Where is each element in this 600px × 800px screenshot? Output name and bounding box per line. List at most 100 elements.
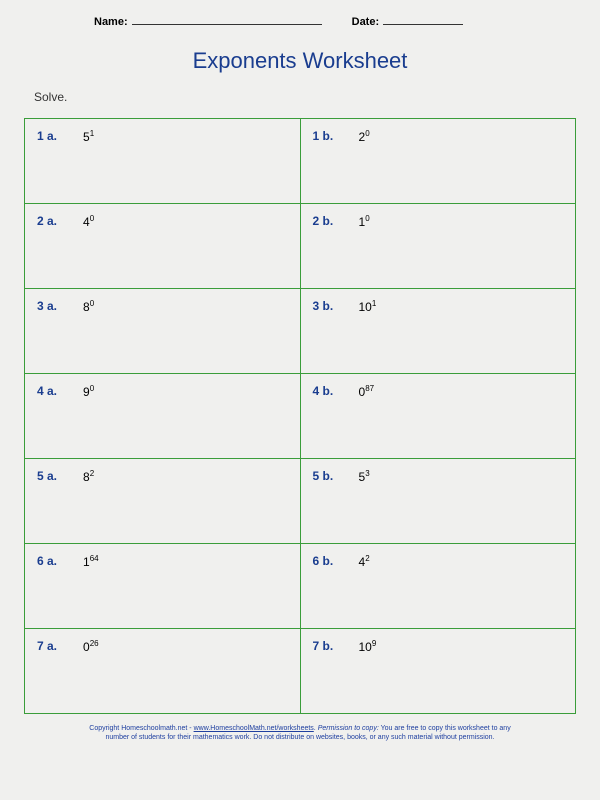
problem-label: 6 b. [313,554,359,568]
cell-content: 7 a.026 [37,639,288,654]
expression-exponent: 0 [90,214,94,223]
problem-expression: 40 [83,214,94,229]
date-line[interactable] [383,24,463,25]
cell-content: 3 b.101 [313,299,564,314]
expression-base: 4 [83,215,90,229]
problem-label: 7 a. [37,639,83,653]
table-row: 1 a.51 1 b.20 [25,119,576,204]
worksheet-title: Exponents Worksheet [24,48,576,74]
problem-label: 1 a. [37,129,83,143]
cell-content: 6 a.164 [37,554,288,569]
table-cell: 1 b.20 [300,119,576,204]
cell-content: 3 a.80 [37,299,288,314]
problem-label: 5 b. [313,469,359,483]
footer-permission-label: Permission to copy: [318,725,379,732]
expression-exponent: 87 [365,384,374,393]
problem-label: 5 a. [37,469,83,483]
expression-exponent: 0 [365,214,369,223]
problem-expression: 101 [359,299,377,314]
table-row: 2 a.402 b.10 [25,204,576,289]
expression-exponent: 2 [90,469,94,478]
problem-expression: 82 [83,469,94,484]
table-cell: 4 a.90 [25,374,301,459]
table-row: 6 a.164 6 b.42 [25,544,576,629]
cell-content: 1 a.51 [37,129,288,144]
table-cell: 6 a.164 [25,544,301,629]
cell-content: 2 b.10 [313,214,564,229]
footer-line2: number of students for their mathematics… [105,734,494,741]
table-cell: 2 a.40 [25,204,301,289]
date-field: Date: [352,16,464,28]
name-line[interactable] [132,24,322,25]
problem-expression: 80 [83,299,94,314]
problem-expression: 42 [359,554,370,569]
cell-content: 5 a.82 [37,469,288,484]
cell-content: 6 b.42 [313,554,564,569]
expression-exponent: 2 [365,554,369,563]
problem-label: 3 b. [313,299,359,313]
name-label: Name: [94,16,128,28]
name-field: Name: [94,16,322,28]
problem-label: 1 b. [313,129,359,143]
table-cell: 1 a.51 [25,119,301,204]
expression-exponent: 0 [90,384,94,393]
problem-label: 4 a. [37,384,83,398]
problem-expression: 109 [359,639,377,654]
expression-base: 1 [83,555,90,569]
worksheet-table: 1 a.511 b.202 a.402 b.103 a.803 b.1014 a… [24,118,576,714]
expression-base: 10 [359,640,372,654]
problem-expression: 20 [359,129,370,144]
cell-content: 2 a.40 [37,214,288,229]
problem-label: 6 a. [37,554,83,568]
expression-base: 9 [83,385,90,399]
table-cell: 3 a.80 [25,289,301,374]
instruction-text: Solve. [24,90,576,104]
copyright-footer: Copyright Homeschoolmath.net - www.Homes… [24,724,576,742]
cell-content: 1 b.20 [313,129,564,144]
problem-label: 2 a. [37,214,83,228]
problem-expression: 90 [83,384,94,399]
expression-base: 10 [359,300,372,314]
expression-exponent: 9 [372,639,376,648]
problem-label: 3 a. [37,299,83,313]
expression-base: 8 [83,470,90,484]
expression-exponent: 3 [365,469,369,478]
table-cell: 5 a.82 [25,459,301,544]
problem-expression: 53 [359,469,370,484]
footer-copyright: Copyright Homeschoolmath.net - [89,725,193,732]
footer-url: www.HomeschoolMath.net/worksheets [194,725,314,732]
footer-permission-text: You are free to copy this worksheet to a… [379,725,511,732]
expression-base: 0 [83,640,90,654]
problem-label: 7 b. [313,639,359,653]
expression-base: 8 [83,300,90,314]
table-row: 5 a.82 5 b.53 [25,459,576,544]
header-fields: Name: Date: [24,16,576,28]
problem-label: 4 b. [313,384,359,398]
table-cell: 7 b.109 [300,629,576,714]
cell-content: 4 b.087 [313,384,564,399]
date-label: Date: [352,16,380,28]
table-cell: 5 b.53 [300,459,576,544]
problem-expression: 026 [83,639,99,654]
cell-content: 7 b.109 [313,639,564,654]
table-row: 3 a.80 3 b.101 [25,289,576,374]
table-row: 7 a.026 7 b.109 [25,629,576,714]
expression-exponent: 64 [90,554,99,563]
cell-content: 4 a.90 [37,384,288,399]
table-cell: 6 b.42 [300,544,576,629]
problem-expression: 087 [359,384,375,399]
expression-exponent: 1 [372,299,376,308]
expression-exponent: 0 [90,299,94,308]
table-cell: 3 b.101 [300,289,576,374]
expression-base: 5 [83,130,90,144]
expression-exponent: 1 [90,129,94,138]
expression-exponent: 0 [365,129,369,138]
problem-expression: 10 [359,214,370,229]
table-cell: 2 b.10 [300,204,576,289]
table-cell: 7 a.026 [25,629,301,714]
table-row: 4 a.904 b.087 [25,374,576,459]
problem-expression: 51 [83,129,94,144]
problem-label: 2 b. [313,214,359,228]
cell-content: 5 b.53 [313,469,564,484]
problem-expression: 164 [83,554,99,569]
